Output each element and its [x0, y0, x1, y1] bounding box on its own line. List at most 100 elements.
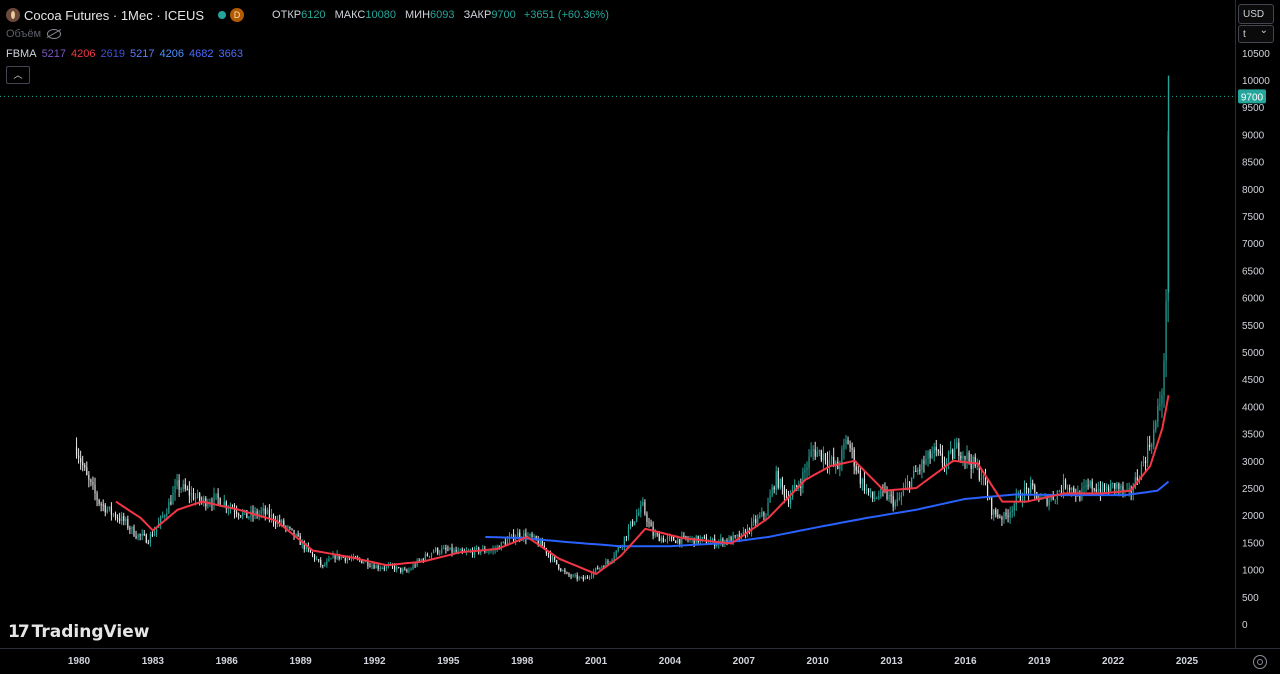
candle-body [870, 491, 872, 493]
candle-body [170, 501, 172, 505]
candle-body [712, 538, 714, 542]
change-value: +3651 (+60.36%) [523, 9, 609, 21]
chevron-up-icon: ︿ [13, 70, 23, 80]
candle-body [943, 462, 946, 466]
candle-body [1011, 510, 1013, 513]
candle-body [400, 567, 402, 572]
candle-body [145, 534, 147, 543]
candle-body [381, 567, 383, 569]
candle-body [681, 535, 683, 544]
candle-body [361, 560, 363, 564]
settings-gear-icon[interactable] [1253, 655, 1267, 669]
y-tick-label: 4000 [1242, 402, 1265, 413]
candle-body [976, 465, 978, 467]
candle-body [1108, 487, 1110, 492]
candle-body [336, 553, 338, 559]
candle-body [196, 493, 199, 498]
candle-body [162, 515, 164, 517]
candle-body [215, 493, 217, 495]
candle-body [281, 520, 283, 524]
candle-body [654, 533, 656, 536]
candle-body [679, 539, 681, 544]
tradingview-logo[interactable]: 17 TradingView [8, 622, 149, 642]
candle-body [217, 493, 219, 499]
candle-body [168, 501, 170, 514]
candle-body [853, 449, 855, 467]
candle-body [270, 514, 273, 518]
cocoa-icon [6, 8, 20, 22]
candle-body [921, 460, 923, 470]
candle-body [818, 450, 820, 452]
candle-body [890, 494, 892, 497]
candle-body [303, 541, 305, 550]
candle-body [1038, 499, 1040, 501]
volume-label[interactable]: Объём [6, 28, 42, 40]
candle-body [642, 502, 644, 506]
y-tick-label: 9000 [1242, 130, 1265, 141]
ma-indicator-name[interactable]: FBMA [6, 48, 37, 60]
candle-body [775, 471, 777, 490]
candle-body [430, 552, 433, 556]
candle-body [617, 546, 619, 551]
candle-body [439, 552, 441, 554]
last-price-badge [1238, 89, 1266, 104]
candle-body [502, 542, 504, 544]
candle-body [750, 521, 753, 532]
candle-body [917, 469, 919, 472]
candle-body [590, 575, 593, 578]
candle-body [1114, 482, 1116, 489]
candle-body [80, 458, 82, 463]
candle-body [722, 538, 724, 545]
candle-body [1099, 488, 1102, 494]
candle-body [246, 510, 248, 519]
candle-body [1007, 515, 1009, 518]
candle-body [324, 565, 326, 567]
candle-body [611, 559, 613, 562]
hidden-eye-icon[interactable] [47, 29, 62, 39]
candle-body [993, 509, 995, 515]
candle-body [675, 540, 677, 544]
candle-body [256, 511, 258, 516]
data-badge[interactable]: D [230, 8, 245, 22]
candle-body [997, 514, 999, 517]
x-tick-label: 2013 [880, 656, 903, 667]
currency-selector[interactable]: USD [1238, 4, 1274, 24]
y-tick-label: 4500 [1242, 375, 1265, 386]
candle-body [414, 565, 416, 567]
candle-body [75, 447, 78, 456]
candle-body [878, 496, 880, 499]
time-axis: 1980 1983 1986 1989 1992 1995 1998 2001 2004 2007… [68, 656, 1199, 667]
candle-body [371, 565, 373, 567]
candle-body [595, 567, 597, 572]
candle-body [986, 485, 989, 497]
candle-body [1030, 483, 1032, 493]
candle-body [1155, 421, 1157, 430]
collapse-legend-button[interactable]: ︿ [6, 66, 30, 84]
candle-body [119, 518, 121, 521]
candle-body [1128, 488, 1130, 490]
candle-body [845, 439, 847, 444]
candle-body [248, 516, 250, 519]
candle-body [1034, 485, 1036, 493]
candle-body [272, 514, 275, 522]
candle-body [346, 558, 348, 561]
candle-body [194, 497, 197, 500]
candle-body [769, 495, 771, 503]
candle-body [471, 551, 474, 555]
candle-body [1112, 482, 1114, 484]
x-tick-label: 2025 [1176, 656, 1199, 667]
candle-body [262, 508, 264, 512]
candle-body [1089, 481, 1091, 486]
candle-body [447, 549, 449, 551]
candle-body [568, 573, 570, 576]
candle-body [90, 479, 92, 483]
candle-body [954, 448, 956, 459]
unit-selector[interactable]: t [1238, 22, 1274, 43]
candle-body [1165, 301, 1167, 361]
candle-body [1118, 483, 1120, 489]
candle-body [1052, 495, 1054, 500]
close-label: ЗАКР [463, 9, 492, 21]
candle-body [962, 455, 964, 459]
symbol-title[interactable]: Cocoa Futures · 1Мес · ICEUS [24, 7, 205, 23]
